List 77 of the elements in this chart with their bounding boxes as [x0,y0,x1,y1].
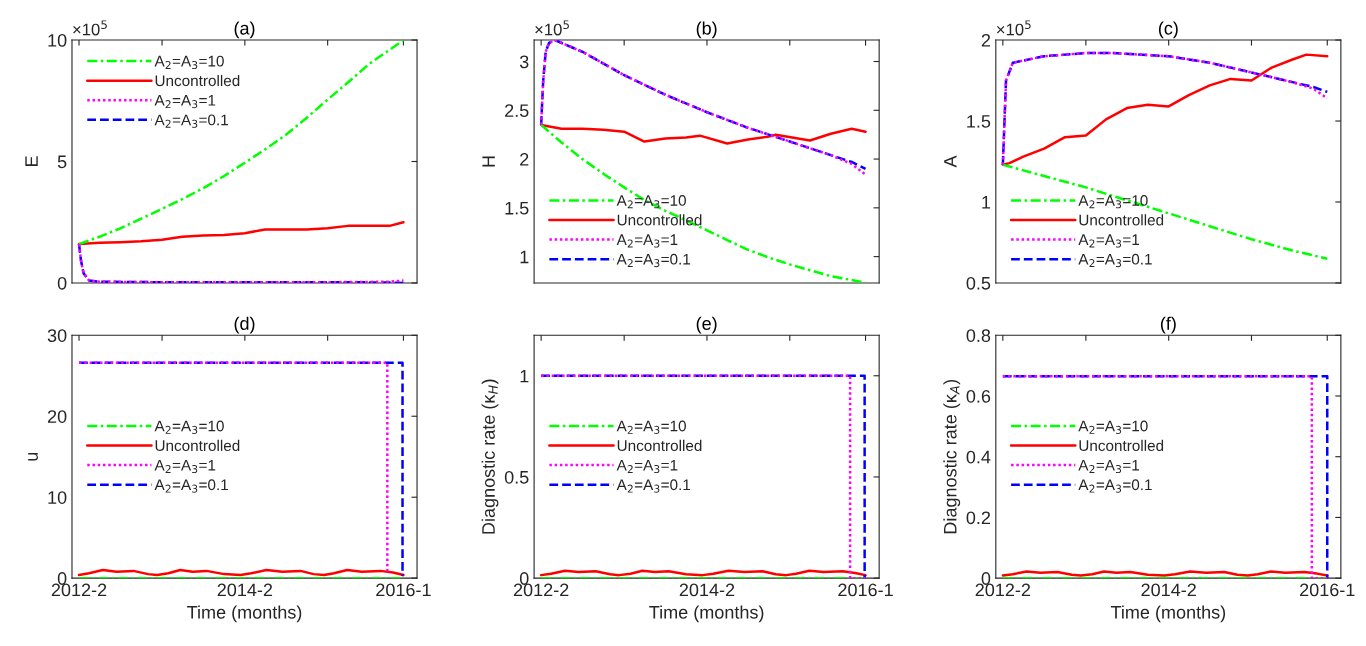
line-series [539,123,867,145]
y-tick-label: 0.5 [966,276,991,290]
chart-title: (d) [234,316,255,334]
y-tick-label: 0 [57,276,67,290]
text: ×10$^{5}$ [996,20,1031,36]
y-tick-label: 2.5 [505,104,529,118]
x-axis-title: Time (months) [649,605,764,623]
line-series [539,123,867,283]
y-tick-label: 5 [57,155,67,169]
y-tick-label: 0.8 [966,329,991,342]
legend-label: Uncontrolled [155,74,240,87]
legend-label: Uncontrolled [1079,214,1164,226]
y-tick-label: 1.5 [505,201,529,215]
legend-label: A$_{2}$=A$_{3}$=1 [154,459,216,474]
legend-label: A$_{2}$=A$_{3}$=1 [1078,234,1140,248]
text: ×10$^{5}$ [535,20,569,36]
line-series [77,220,405,246]
y-tick-label: 10 [48,33,67,47]
legend-label: A$_{2}$=A$_{3}$=0.1 [154,479,228,493]
y-axis-title: Diagnostic rate (κ$_{A}$) [943,379,961,534]
y-tick-label: 1 [982,196,991,209]
y-tick-label: 1 [520,250,529,264]
y-tick-label: 0 [57,572,67,585]
y-tick-label: 0 [519,572,529,585]
legend-label: A$_{2}$=A$_{3}$=10 [154,55,224,70]
y-axis-title: E [25,156,38,167]
chart-title: (a) [234,21,255,39]
y-tick-label: 20 [47,410,67,423]
x-tick-label: 2014-2 [679,583,735,597]
y-tick-label: 30 [47,329,67,342]
y-tick-label: 0.4 [966,450,991,464]
line-series [77,40,405,246]
legend-label: A$_{2}$=A$_{3}$=10 [616,420,686,434]
legend-label: A$_{2}$=A$_{3}$=1 [616,234,678,248]
y-tick-label: 0.2 [966,511,991,525]
x-tick-label: 2014-2 [1141,583,1196,597]
y-tick-label: 0 [981,572,991,585]
legend-label: A$_{2}$=A$_{3}$=1 [154,95,216,109]
line-series [77,242,405,283]
legend-label: Uncontrolled [617,439,702,452]
x-tick-label: 2016-1 [376,583,431,597]
y-axis-title: H [482,156,495,167]
legend-label: A$_{2}$=A$_{3}$=1 [616,459,678,474]
y-axis-title: Diagnostic rate (κ$_{H}$) [481,379,499,534]
legend-label: A$_{2}$=A$_{3}$=1 [1078,459,1140,474]
legend-label: A$_{2}$=A$_{3}$=0.1 [616,253,691,268]
y-axis-title: A [944,155,957,168]
y-tick-label: 1.5 [967,115,991,128]
y-tick-label: 0.5 [504,470,529,484]
legend-label: A$_{2}$=A$_{3}$=0.1 [154,114,228,128]
legend-label: A$_{2}$=A$_{3}$=10 [154,420,224,434]
x-tick-label: 2012-2 [975,583,1031,597]
x-axis-title: Time (months) [1110,605,1226,623]
x-axis-title: Time (months) [187,605,302,623]
chart-title: (f) [1160,316,1176,334]
chart-title: (c) [1158,21,1178,39]
legend-label: A$_{2}$=A$_{3}$=10 [1078,420,1148,434]
legend-label: A$_{2}$=A$_{3}$=0.1 [1078,479,1152,493]
y-tick-label: 3 [519,55,529,69]
text: ×10$^{5}$ [73,20,107,36]
x-tick-label: 2016-1 [838,583,893,597]
legend-label: A$_{2}$=A$_{3}$=0.1 [616,479,691,493]
legend-label: Uncontrolled [1079,439,1164,452]
chart-title: (b) [696,21,717,39]
chart-title: (e) [696,316,717,334]
y-axis-title: u [28,452,38,461]
y-tick-label: 2 [520,153,529,166]
x-tick-label: 2012-2 [513,583,569,597]
x-tick-label: 2016-1 [1300,583,1355,597]
y-tick-label: 10 [48,491,67,504]
legend-label: A$_{2}$=A$_{3}$=0.1 [1078,253,1152,268]
y-tick-label: 1 [520,369,529,383]
y-tick-label: 0.6 [966,389,991,403]
legend-label: Uncontrolled [155,439,240,452]
x-tick-label: 2014-2 [217,583,273,597]
y-tick-label: 2 [981,33,991,47]
x-tick-label: 2012-2 [51,583,107,597]
